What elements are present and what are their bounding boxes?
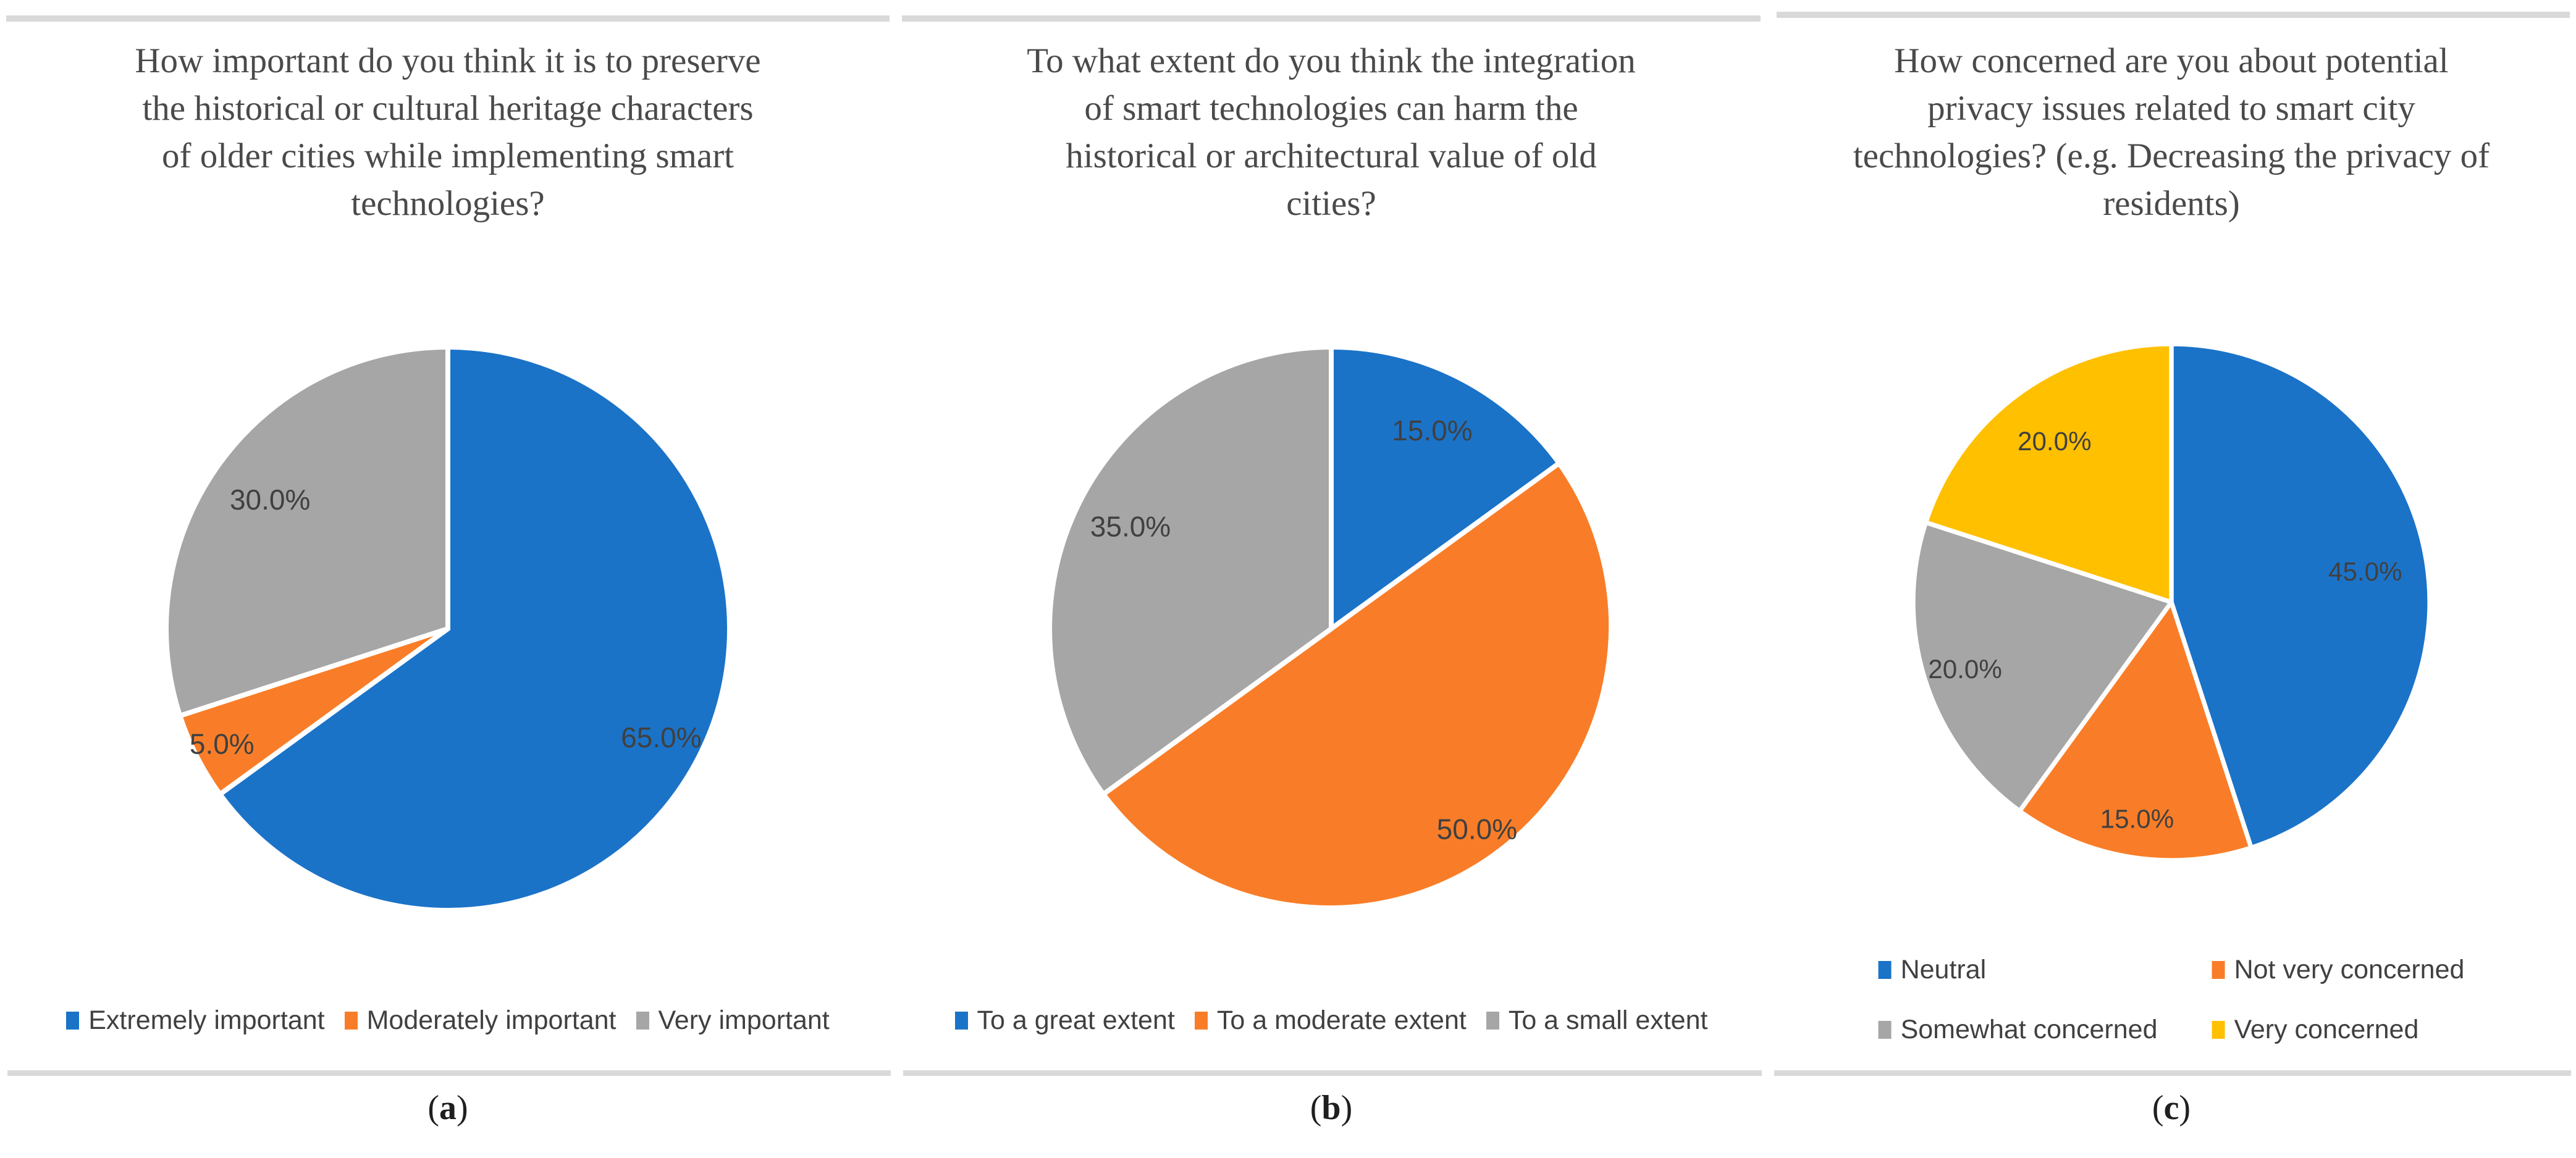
pie-chart-svg: 45.0% 15.0% 20.0% 20.0% (1911, 342, 2432, 863)
legend-item: Moderately important (344, 1005, 617, 1036)
chart-panel-b: To what extent do you think the integrat… (896, 0, 1767, 1158)
slice-label: 45.0% (2328, 557, 2402, 586)
chart-title: To what extent do you think the integrat… (1027, 41, 1636, 223)
pie-slice (2017, 600, 2254, 863)
panel-bottom-divider (903, 1070, 1762, 1076)
legend-swatch (66, 1012, 80, 1030)
legend-label: To a small extent (1508, 1005, 1708, 1035)
caption-paren-close: ) (1341, 1089, 1353, 1127)
legend-swatch (2212, 961, 2225, 979)
legend-swatch (1486, 1012, 1499, 1030)
panel-bottom-divider (7, 1070, 891, 1076)
slice-label: 65.0% (621, 721, 701, 753)
slice-label: 20.0% (2018, 427, 2092, 456)
legend-item: To a great extent (954, 1005, 1175, 1036)
slice-label: 35.0% (1090, 510, 1171, 542)
legend-label: Very important (658, 1005, 830, 1035)
pie-chart: 15.0% 50.0% 35.0% (1035, 332, 1628, 925)
legend-label: Not very concerned (2234, 955, 2465, 984)
slice-label: 15.0% (2100, 805, 2174, 834)
pie-slice (1047, 345, 1334, 797)
legend-item: Not very concerned (2212, 955, 2465, 985)
panel-caption: (c) (1767, 1088, 2576, 1128)
caption-paren-open: ( (2152, 1089, 2164, 1127)
panel-top-divider (902, 15, 1761, 22)
legend-label: Very concerned (2234, 1015, 2419, 1044)
panel-caption: (a) (0, 1088, 896, 1128)
legend-swatch (344, 1012, 358, 1030)
slice-label: 30.0% (230, 484, 310, 516)
legend-swatch (1878, 961, 1892, 979)
legend-swatch (636, 1012, 649, 1030)
slice-label: 20.0% (1928, 655, 2002, 684)
pie-slice (1923, 342, 2174, 605)
legend-swatch (1194, 1012, 1208, 1030)
panel-top-divider (6, 15, 890, 22)
caption-paren-open: ( (427, 1089, 439, 1127)
chart-legend: Neutral Not very concerned Somewhat concer… (1878, 955, 2465, 1045)
pie-slice (2169, 342, 2432, 850)
panel-top-divider (1777, 12, 2570, 18)
pie-chart: 65.0% 5.0% 30.0% (151, 332, 744, 925)
slice-label: 15.0% (1392, 414, 1472, 447)
caption-paren-close: ) (457, 1089, 468, 1127)
legend-swatch (954, 1012, 968, 1030)
legend-label: To a great extent (977, 1005, 1175, 1035)
caption-paren-close: ) (2179, 1089, 2191, 1127)
legend-item: Very important (636, 1005, 830, 1036)
legend-item: To a small extent (1486, 1005, 1708, 1036)
caption-letter: b (1321, 1089, 1341, 1127)
slice-label: 5.0% (190, 728, 255, 760)
pie-slice (217, 345, 732, 913)
chart-legend: To a great extent To a moderate extent To … (896, 1005, 1767, 1036)
slice-label: 50.0% (1437, 813, 1517, 845)
chart-panel-c: How concerned are you about potential pr… (1767, 0, 2576, 1158)
legend-label: Somewhat concerned (1900, 1015, 2158, 1044)
pie-chart: 45.0% 15.0% 20.0% 20.0% (1900, 330, 2443, 874)
panel-bottom-divider (1774, 1070, 2571, 1076)
legend-label: To a moderate extent (1216, 1005, 1467, 1035)
panel-caption: (b) (896, 1088, 1767, 1128)
caption-letter: c (2163, 1089, 2179, 1127)
legend-swatch (1878, 1021, 1892, 1039)
legend-label: Neutral (1900, 955, 1987, 984)
pie-slice (1101, 461, 1614, 910)
legend-item: To a moderate extent (1194, 1005, 1467, 1036)
legend-item: Neutral (1878, 955, 1987, 985)
legend-swatch (2212, 1021, 2225, 1039)
chart-title: How important do you think it is to pres… (135, 41, 761, 223)
legend-item: Very concerned (2212, 1015, 2419, 1045)
chart-legend: Extremely important Moderately important V… (0, 1005, 896, 1036)
legend-item: Extremely important (66, 1005, 325, 1036)
chart-title: How concerned are you about potential pr… (1853, 41, 2490, 223)
pie-chart-svg: 15.0% 50.0% 35.0% (1047, 345, 1614, 910)
legend-label: Extremely important (88, 1005, 325, 1035)
pie-chart-svg: 65.0% 5.0% 30.0% (163, 345, 732, 913)
pie-slice (1329, 345, 1562, 631)
caption-letter: a (439, 1089, 457, 1127)
caption-paren-open: ( (1310, 1089, 1322, 1127)
legend-label: Moderately important (366, 1005, 617, 1035)
chart-panel-a: How important do you think it is to pres… (0, 0, 896, 1158)
pie-slice (163, 345, 450, 718)
pie-slice (1911, 520, 2174, 813)
legend-item: Somewhat concerned (1878, 1015, 2158, 1045)
